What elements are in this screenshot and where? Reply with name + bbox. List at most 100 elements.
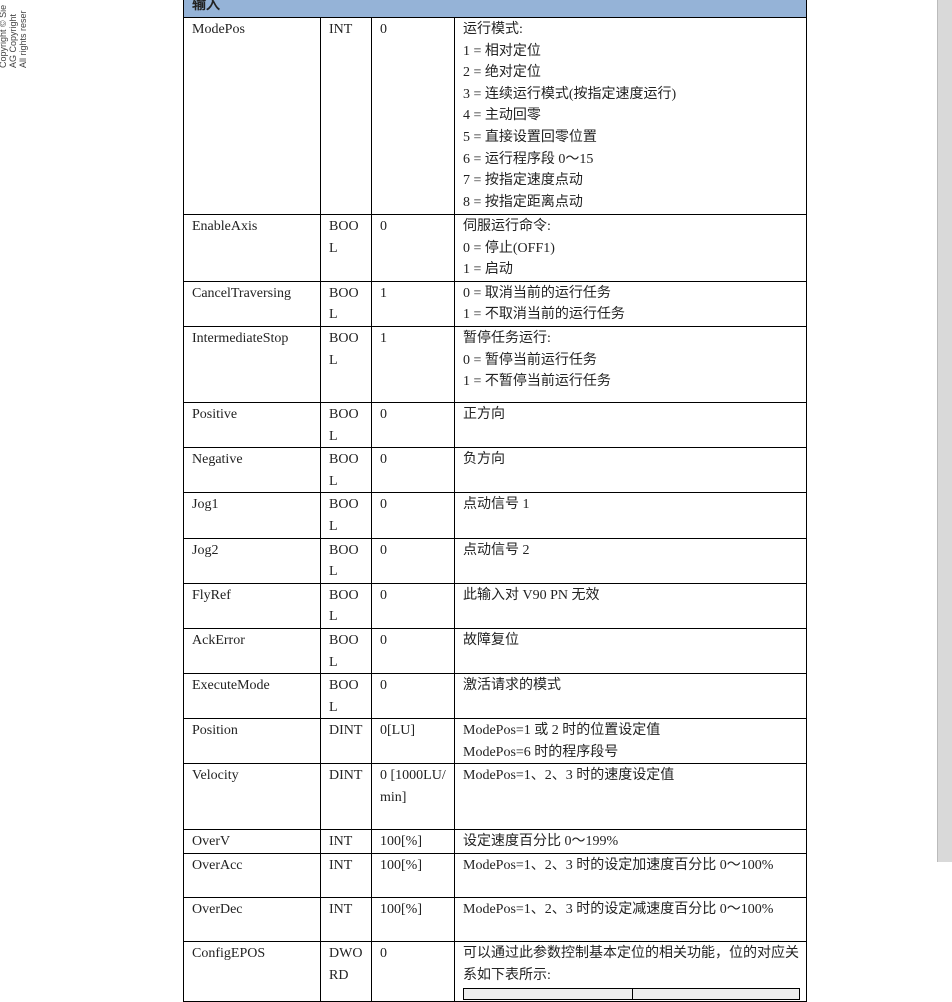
desc-line: 暂停任务运行:: [463, 330, 551, 346]
desc-line: 正方向: [463, 406, 505, 422]
cell-desc: 点动信号 1: [454, 492, 807, 539]
copyright-line: All rights reser: [18, 10, 28, 68]
desc-line: 3 = 连续运行模式(按指定速度运行): [463, 86, 677, 102]
table-row: Positive BOOL 0 正方向: [183, 401, 807, 449]
table-row: ConfigEPOS DWORD 0 可以通过此参数控制基本定位的相关功能，位的对应关…: [183, 941, 807, 1002]
cell-type: BOOL: [320, 214, 372, 282]
cell-type: BOOL: [320, 401, 372, 449]
cell-desc: ModePos=1、2、3 时的设定减速度百分比 0～100%: [454, 897, 807, 943]
table-row: Velocity DINT 0 [1000LU/min] ModePos=1、2、3 …: [183, 763, 807, 831]
cell-default: 0: [371, 941, 455, 1002]
table-row: AckError BOOL 0 故障复位: [183, 627, 807, 675]
desc-line: ModePos=1、2、3 时的设定减速度百分比 0～100%: [463, 902, 774, 918]
cell-name: EnableAxis: [183, 214, 321, 282]
cell-desc: 正方向: [454, 401, 807, 449]
cell-default: 100[%]: [371, 829, 455, 855]
desc-line: 故障复位: [463, 632, 519, 648]
cell-type: BOOL: [320, 325, 372, 403]
cell-default: 0: [371, 537, 455, 584]
table-row: FlyRef BOOL 0 此输入对 V90 PN 无效: [183, 582, 807, 629]
desc-line: ModePos=1 或 2 时的位置设定值: [463, 723, 661, 739]
cell-name: AckError: [183, 627, 321, 675]
cell-type: BOOL: [320, 627, 372, 675]
desc-line: 8 = 按指定距离点动: [463, 194, 583, 210]
cell-default: 0 [1000LU/min]: [371, 763, 455, 831]
table-row: EnableAxis BOOL 0 伺服运行命令: 0 = 停止(OFF1) 1 = 启动: [183, 214, 807, 282]
desc-line: 1 = 启动: [463, 262, 513, 278]
table-row: OverDec INT 100[%] ModePos=1、2、3 时的设定减速度百分比…: [183, 897, 807, 943]
cell-desc: 暂停任务运行: 0 = 暂停当前运行任务 1 = 不暂停当前运行任务: [454, 325, 807, 403]
desc-line: 设定速度百分比 0～199%: [463, 834, 619, 850]
cell-name: OverDec: [183, 897, 321, 943]
desc-line: 7 = 按指定速度点动: [463, 173, 583, 189]
cell-type: DINT: [320, 718, 372, 765]
desc-line: 1 = 不暂停当前运行任务: [463, 374, 611, 390]
desc-line: 0 = 取消当前的运行任务: [463, 285, 611, 301]
table-row: OverV INT 100[%] 设定速度百分比 0～199%: [183, 829, 807, 855]
cell-name: Positive: [183, 401, 321, 449]
cell-name: Negative: [183, 447, 321, 494]
copyright-line: Copyright © Sie: [0, 4, 8, 68]
cell-default: 0: [371, 401, 455, 449]
table-row: OverAcc INT 100[%] ModePos=1、2、3 时的设定加速度百分比…: [183, 853, 807, 899]
cell-type: BOOL: [320, 492, 372, 539]
cell-default: 0: [371, 627, 455, 675]
table-row: IntermediateStop BOOL 1 暂停任务运行: 0 = 暂停当前运行任务…: [183, 325, 807, 403]
scrollbar[interactable]: [937, 0, 952, 862]
cell-name: Velocity: [183, 763, 321, 831]
cell-type: DINT: [320, 763, 372, 831]
cell-type: DWORD: [320, 941, 372, 1002]
table-row: Jog2 BOOL 0 点动信号 2: [183, 537, 807, 584]
cell-default: 0[LU]: [371, 718, 455, 765]
desc-line: 运行模式:: [463, 22, 523, 37]
desc-line: ModePos=1、2、3 时的速度设定值: [463, 768, 675, 784]
desc-line: 激活请求的模式: [463, 678, 561, 694]
cell-desc: 0 = 取消当前的运行任务 1 = 不取消当前的运行任务: [454, 280, 807, 327]
cell-desc: 运行模式: 1 = 相对定位 2 = 绝对定位 3 = 连续运行模式(按指定速度运行)…: [454, 17, 807, 215]
desc-line: 4 = 主动回零: [463, 108, 541, 124]
cell-name: IntermediateStop: [183, 325, 321, 403]
cell-type: BOOL: [320, 673, 372, 720]
cell-type: INT: [320, 853, 372, 899]
header-label: 输入: [183, 0, 807, 18]
bit-cell: [632, 988, 800, 1001]
cell-desc: 负方向: [454, 447, 807, 494]
table-row: ExecuteMode BOOL 0 激活请求的模式: [183, 673, 807, 720]
table-header: 输入: [183, 0, 807, 18]
cell-desc: 激活请求的模式: [454, 673, 807, 720]
cell-default: 1: [371, 325, 455, 403]
desc-line: 可以通过此参数控制基本定位的相关功能，位的对应关系如下表所示:: [463, 946, 799, 983]
cell-default: 0: [371, 214, 455, 282]
cell-desc: ModePos=1、2、3 时的设定加速度百分比 0～100%: [454, 853, 807, 899]
desc-line: 伺服运行命令:: [463, 219, 551, 234]
desc-line: 0 = 暂停当前运行任务: [463, 352, 597, 368]
parameter-table: 输入 ModePos INT 0 运行模式: 1 = 相对定位 2 = 绝对定位 3 = 连…: [183, 0, 807, 1002]
cell-name: ModePos: [183, 17, 321, 215]
desc-line: 此输入对 V90 PN 无效: [463, 587, 600, 603]
desc-line: 1 = 相对定位: [463, 43, 541, 59]
cell-default: 1: [371, 280, 455, 327]
cell-type: INT: [320, 829, 372, 855]
cell-desc: 伺服运行命令: 0 = 停止(OFF1) 1 = 启动: [454, 214, 807, 282]
desc-line: 负方向: [463, 452, 505, 468]
cell-default: 0: [371, 492, 455, 539]
cell-type: BOOL: [320, 582, 372, 629]
cell-type: BOOL: [320, 280, 372, 327]
cell-type: INT: [320, 17, 372, 215]
cell-type: BOOL: [320, 447, 372, 494]
desc-line: 点动信号 2: [463, 542, 530, 558]
cell-desc: 此输入对 V90 PN 无效: [454, 582, 807, 629]
cell-default: 100[%]: [371, 853, 455, 899]
cell-default: 0: [371, 447, 455, 494]
cell-desc: ModePos=1、2、3 时的速度设定值: [454, 763, 807, 831]
cell-default: 100[%]: [371, 897, 455, 943]
desc-line: 1 = 不取消当前的运行任务: [463, 307, 625, 323]
desc-line: 2 = 绝对定位: [463, 65, 541, 81]
cell-desc: 设定速度百分比 0～199%: [454, 829, 807, 855]
cell-desc: ModePos=1 或 2 时的位置设定值 ModePos=6 时的程序段号: [454, 718, 807, 765]
table-row: Negative BOOL 0 负方向: [183, 447, 807, 494]
desc-line: ModePos=1、2、3 时的设定加速度百分比 0～100%: [463, 858, 774, 874]
bit-cell: [463, 988, 633, 1001]
cell-name: Jog2: [183, 537, 321, 584]
